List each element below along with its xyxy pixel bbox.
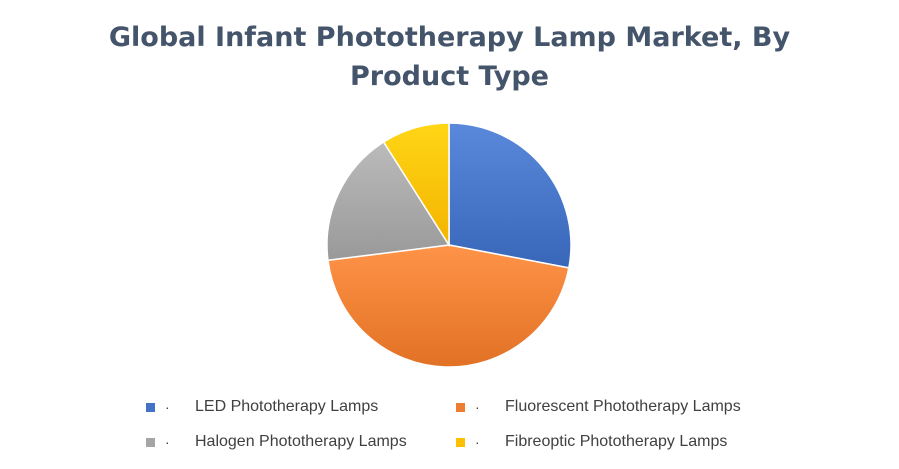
legend-bullet: ·: [165, 434, 170, 450]
legend-bullet: ·: [475, 399, 480, 415]
chart-title-line-2: Product Type: [350, 61, 549, 92]
legend-item-led: · LED Phototherapy Lamps: [146, 397, 378, 417]
chart-title-line-1: Global Infant Phototherapy Lamp Market, …: [108, 22, 791, 53]
legend-label-fibreoptic: Fibreoptic Phototherapy Lamps: [505, 433, 728, 450]
legend-swatch-led: [146, 402, 155, 412]
pie-slice-led: [448, 122, 572, 269]
legend-bullet: ·: [475, 434, 480, 450]
pie-slice-halogen: [326, 140, 451, 262]
legend-swatch-fluorescent: [456, 402, 465, 412]
legend-swatch-fibreoptic: [456, 437, 465, 447]
legend-item-halogen: · Halogen Phototherapy Lamps: [146, 432, 407, 452]
pie-slice-fibreoptic: [382, 122, 450, 248]
legend-swatch-halogen: [146, 437, 155, 447]
legend-label-led: LED Phototherapy Lamps: [195, 398, 379, 415]
legend-label-fluorescent: Fluorescent Phototherapy Lamps: [505, 398, 741, 415]
legend-item-fibreoptic: · Fibreoptic Phototherapy Lamps: [456, 432, 727, 452]
legend-item-fluorescent: · Fluorescent Phototherapy Lamps: [456, 397, 741, 417]
pie-slice-fluorescent: [327, 244, 570, 368]
chart-title: Global Infant Phototherapy Lamp Market, …: [0, 18, 899, 96]
legend-label-halogen: Halogen Phototherapy Lamps: [195, 433, 407, 450]
legend-bullet: ·: [165, 399, 170, 415]
